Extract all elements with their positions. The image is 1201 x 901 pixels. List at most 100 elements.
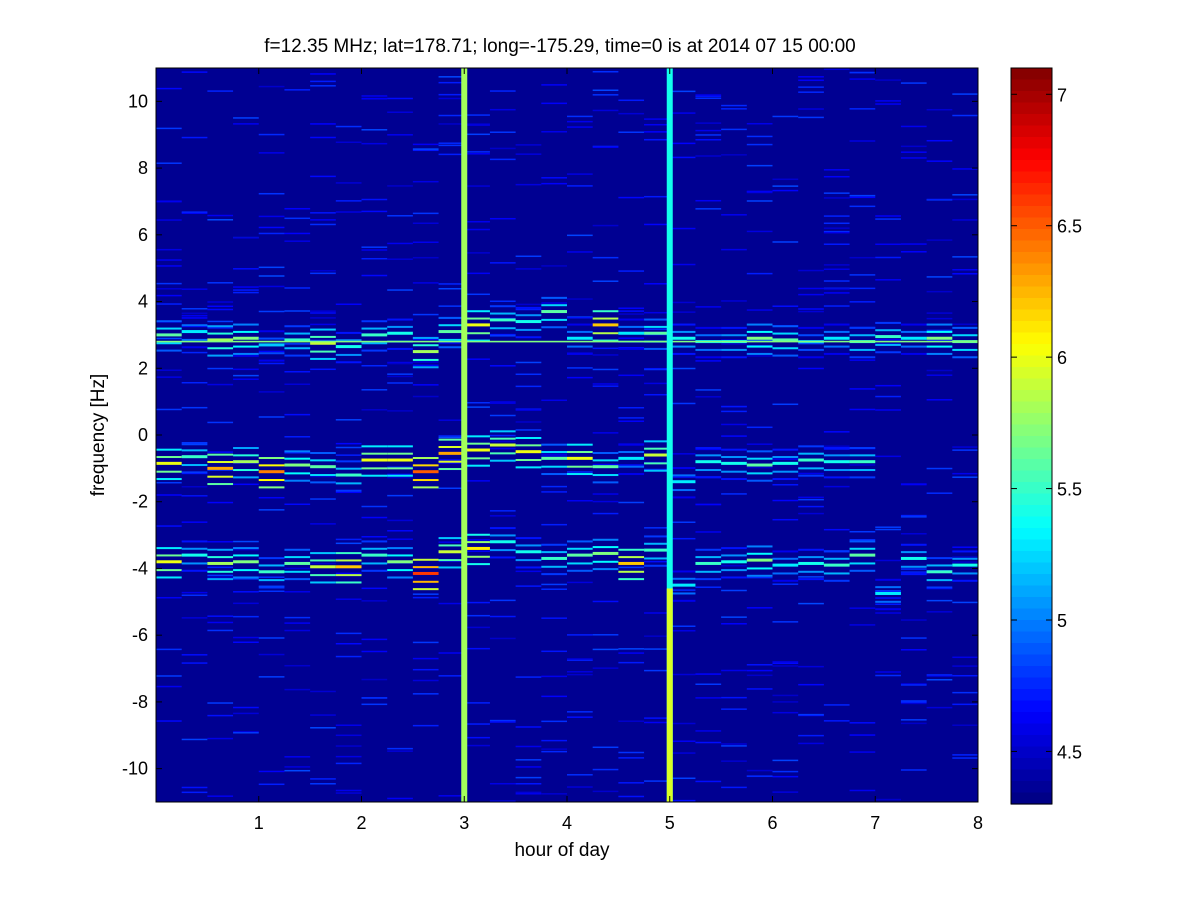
band-upper-halo xyxy=(438,324,465,327)
colorbar-tick-label: 4.5 xyxy=(1057,742,1082,762)
colorbar-stripe xyxy=(1011,758,1052,771)
band-upper-halo xyxy=(181,338,208,341)
noise-streak xyxy=(592,354,619,356)
colorbar-stripe xyxy=(1011,781,1052,794)
band-middle-halo xyxy=(592,481,619,484)
noise-streak xyxy=(772,403,799,406)
noise-streak xyxy=(412,149,439,152)
noise-streak xyxy=(207,367,234,370)
noise-streak xyxy=(541,748,567,750)
noise-streak xyxy=(156,294,182,297)
band-middle-halo xyxy=(207,483,234,486)
noise-streak xyxy=(721,493,747,495)
noise-streak xyxy=(438,97,465,100)
band-lower-halo xyxy=(541,543,567,546)
noise-streak xyxy=(156,685,182,688)
noise-streak xyxy=(489,365,516,367)
colorbar-stripe xyxy=(1011,286,1052,299)
noise-streak xyxy=(592,146,619,148)
band-middle-halo xyxy=(618,443,645,446)
noise-streak xyxy=(644,780,670,782)
band-lower-halo xyxy=(489,534,516,537)
x-tick-label: 5 xyxy=(665,813,675,833)
band-middle-halo xyxy=(412,457,439,460)
noise-streak xyxy=(721,338,747,341)
colorbar-stripe xyxy=(1011,390,1052,403)
noise-streak xyxy=(361,210,388,213)
noise-streak xyxy=(156,525,182,527)
band-lower-halo xyxy=(644,542,670,545)
noise-streak xyxy=(515,792,542,795)
band-middle-halo xyxy=(156,448,182,451)
noise-streak xyxy=(592,648,619,651)
band-middle-halo xyxy=(618,473,645,476)
noise-streak xyxy=(361,257,388,260)
noise-streak xyxy=(438,144,465,147)
noise-streak xyxy=(926,369,953,372)
noise-streak xyxy=(233,268,259,270)
noise-streak xyxy=(541,523,567,526)
noise-streak xyxy=(926,108,953,111)
band-middle-halo xyxy=(823,447,850,450)
noise-streak xyxy=(515,766,542,768)
y-axis-ticks: 10 8 6 4 2 0 -2 -4 -6 -8 -10 xyxy=(122,91,978,779)
noise-streak xyxy=(489,158,516,161)
noise-streak xyxy=(361,95,388,98)
band-lower-halo xyxy=(335,581,362,584)
band-lower-halo xyxy=(849,547,876,550)
noise-streak xyxy=(284,766,311,768)
band-upper-segment xyxy=(772,338,799,342)
band-upper-segment xyxy=(541,310,567,314)
noise-streak xyxy=(823,175,850,178)
noise-streak xyxy=(926,276,953,278)
noise-streak xyxy=(284,89,311,91)
band-upper-halo xyxy=(335,353,362,356)
colorbar-stripe xyxy=(1011,620,1052,633)
noise-streak xyxy=(721,104,747,107)
noise-streak xyxy=(721,343,747,345)
noise-streak xyxy=(310,562,336,565)
noise-streak xyxy=(746,769,773,772)
band-lower-halo xyxy=(541,565,567,568)
noise-streak xyxy=(412,724,439,727)
band-lower-halo xyxy=(669,592,696,595)
band-lower-halo xyxy=(207,556,234,559)
band-upper-halo xyxy=(567,323,593,326)
band-upper-halo xyxy=(387,318,413,321)
noise-streak xyxy=(541,675,567,678)
band-upper-halo xyxy=(746,345,773,348)
spectral-marks xyxy=(156,68,978,802)
band-middle-halo xyxy=(721,478,747,481)
noise-streak xyxy=(772,518,799,521)
noise-streak xyxy=(284,616,311,619)
noise-streak xyxy=(798,498,824,501)
band-lower-halo xyxy=(258,586,285,589)
noise-streak xyxy=(875,455,901,458)
noise-streak xyxy=(695,673,722,675)
noise-streak xyxy=(284,622,311,624)
noise-streak xyxy=(489,447,516,450)
noise-streak xyxy=(875,218,901,220)
noise-streak xyxy=(798,472,824,475)
noise-streak xyxy=(335,538,362,541)
noise-streak xyxy=(952,724,978,726)
noise-streak xyxy=(541,177,567,179)
band-lower-segment xyxy=(438,550,465,554)
noise-streak xyxy=(438,305,465,307)
noise-streak xyxy=(772,241,799,243)
noise-streak xyxy=(721,128,747,131)
noise-streak xyxy=(489,719,516,722)
colorbar-stripe xyxy=(1011,608,1052,621)
band-lower-halo xyxy=(361,569,388,572)
noise-streak xyxy=(721,108,747,110)
band-lower-halo xyxy=(875,600,901,603)
noise-streak xyxy=(952,273,978,275)
noise-streak xyxy=(695,503,722,506)
band-lower-halo xyxy=(412,580,439,583)
band-upper-halo xyxy=(618,347,645,350)
noise-streak xyxy=(669,142,696,145)
noise-streak xyxy=(669,402,696,405)
noise-streak xyxy=(387,215,413,217)
band-middle-halo xyxy=(772,470,799,473)
noise-streak xyxy=(695,122,722,124)
